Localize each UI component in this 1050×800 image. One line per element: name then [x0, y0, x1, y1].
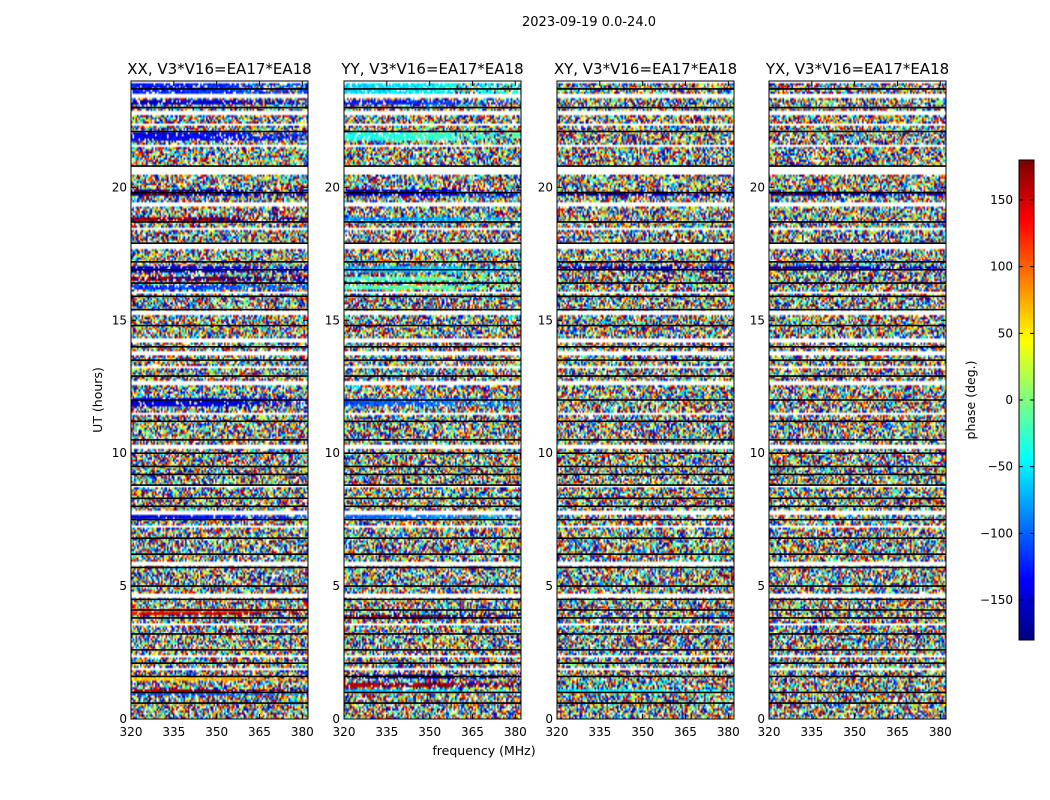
- x-tick-label: 365: [248, 725, 271, 739]
- x-tick-label: 320: [120, 725, 143, 739]
- x-tick-label: 320: [546, 725, 569, 739]
- y-tick-label: 0: [332, 712, 340, 726]
- panel-4: YX, V3*V16=EA17*EA18 320 335 350 365 380 0 5 10 1…: [750, 60, 952, 739]
- x-tick-label: 365: [886, 725, 909, 739]
- x-axis-label: frequency (MHz): [432, 743, 535, 758]
- y-tick-label: 20: [325, 180, 340, 194]
- y-tick-label: 15: [112, 313, 127, 327]
- x-tick-label: 335: [800, 725, 823, 739]
- colorbar: 150 100 50 0 −50 −100 −150 phase (deg.): [963, 159, 1035, 641]
- colorbar-tick-label: 0: [1005, 393, 1013, 407]
- y-tick-label: 10: [538, 446, 553, 460]
- y-tick-label: 20: [112, 180, 127, 194]
- y-tick-label: 15: [538, 313, 553, 327]
- colorbar-label: phase (deg.): [963, 361, 978, 440]
- panel-2: YY, V3*V16=EA17*EA18 320 335 350 365 380 0 5 10 1…: [325, 60, 527, 739]
- y-tick-label: 5: [332, 579, 340, 593]
- x-tick-label: 350: [631, 725, 654, 739]
- x-tick-label: 350: [418, 725, 441, 739]
- x-tick-label: 380: [504, 725, 527, 739]
- y-tick-label: 10: [325, 446, 340, 460]
- panel-title: XX, V3*V16=EA17*EA18: [127, 60, 311, 78]
- panels: XX, V3*V16=EA17*EA18 320 335 350 365 380 0 5 10 1…: [112, 60, 952, 739]
- panel-title: YY, V3*V16=EA17*EA18: [340, 60, 523, 78]
- y-tick-label: 15: [750, 313, 765, 327]
- colorbar-tick-label: 50: [998, 326, 1013, 340]
- x-tick-label: 365: [674, 725, 697, 739]
- y-tick-label: 10: [112, 446, 127, 460]
- y-tick-label: 15: [325, 313, 340, 327]
- panel-frame: [343, 80, 522, 720]
- y-tick-label: 5: [545, 579, 553, 593]
- y-tick-label: 0: [119, 712, 127, 726]
- figure-title: 2023-09-19 0.0-24.0: [522, 15, 656, 30]
- y-tick-label: 5: [119, 579, 127, 593]
- panel-frame: [768, 80, 947, 720]
- colorbar-tick-label: −50: [988, 460, 1013, 474]
- x-tick-label: 380: [291, 725, 314, 739]
- x-tick-label: 365: [461, 725, 484, 739]
- y-tick-label: 20: [750, 180, 765, 194]
- x-tick-label: 320: [758, 725, 781, 739]
- panel-1: XX, V3*V16=EA17*EA18 320 335 350 365 380 0 5 10 1…: [112, 60, 314, 739]
- x-tick-label: 350: [205, 725, 228, 739]
- colorbar-tick-label: 150: [990, 193, 1013, 207]
- y-tick-label: 0: [757, 712, 765, 726]
- y-tick-label: 10: [750, 446, 765, 460]
- panel-3: XY, V3*V16=EA17*EA18 320 335 350 365 380 0 5 10 1…: [538, 60, 740, 739]
- x-tick-label: 335: [375, 725, 398, 739]
- panel-frame: [556, 80, 735, 720]
- colorbar-tick-label: 100: [990, 260, 1013, 274]
- y-tick-label: 0: [545, 712, 553, 726]
- x-tick-label: 320: [333, 725, 356, 739]
- colorbar-tick-label: −100: [980, 526, 1013, 540]
- panel-title: YX, V3*V16=EA17*EA18: [765, 60, 949, 78]
- colorbar-tick-label: −150: [980, 593, 1013, 607]
- panel-title: XY, V3*V16=EA17*EA18: [554, 60, 737, 78]
- x-tick-label: 335: [588, 725, 611, 739]
- y-tick-label: 20: [538, 180, 553, 194]
- y-tick-label: 5: [757, 579, 765, 593]
- x-tick-label: 335: [162, 725, 185, 739]
- x-tick-label: 380: [929, 725, 952, 739]
- colorbar-gradient: [1019, 160, 1034, 640]
- y-axis-label: UT (hours): [90, 367, 105, 433]
- x-tick-label: 350: [843, 725, 866, 739]
- x-tick-label: 380: [717, 725, 740, 739]
- panel-frame: [130, 80, 309, 720]
